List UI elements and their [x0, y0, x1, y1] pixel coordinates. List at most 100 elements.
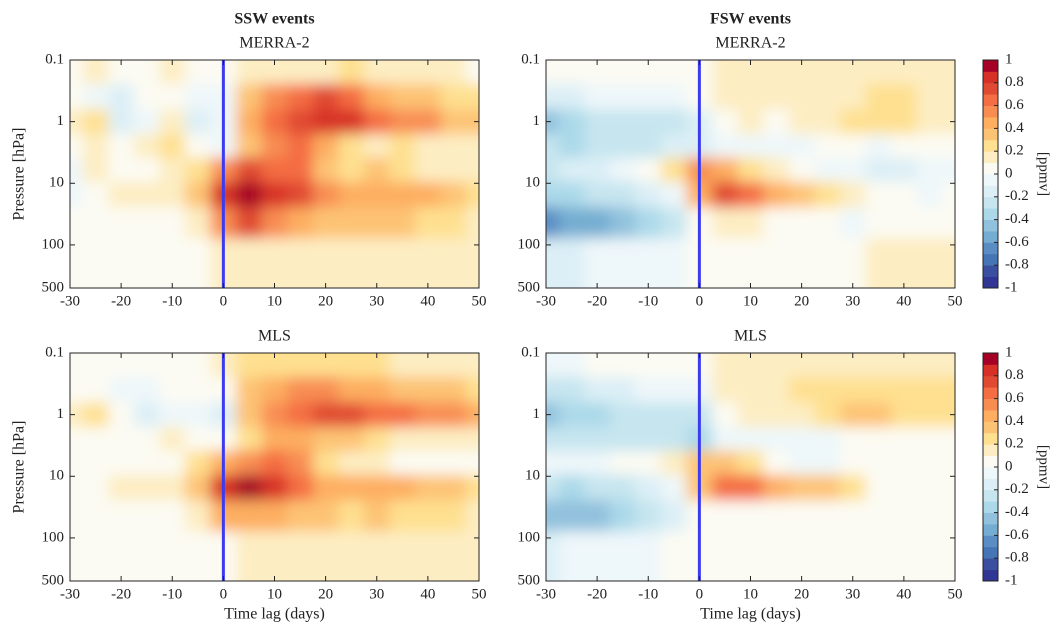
- heat-cell: [609, 450, 636, 476]
- heat-cell: [70, 238, 84, 288]
- heatmap: [546, 60, 955, 288]
- heat-cell: [661, 402, 688, 428]
- heat-cell: [814, 353, 841, 378]
- heat-cell: [236, 426, 263, 452]
- heat-cell: [584, 238, 611, 288]
- heat-cell: [839, 531, 867, 581]
- heat-cell: [82, 376, 109, 403]
- heat-cell: [261, 426, 288, 452]
- heat-cell: [839, 450, 867, 476]
- heat-cell: [891, 109, 918, 135]
- x-tick-label: 50: [948, 293, 963, 309]
- heat-cell: [865, 474, 892, 501]
- heat-cell: [546, 376, 560, 403]
- heat-cell: [236, 531, 263, 581]
- heat-cell: [916, 376, 943, 403]
- heat-cell: [70, 531, 84, 581]
- heat-cell: [814, 83, 841, 110]
- heat-cell: [389, 402, 416, 428]
- heat-cell: [389, 531, 416, 581]
- heat-cell: [133, 500, 160, 532]
- heat-cell: [338, 353, 365, 378]
- heat-cell: [891, 133, 918, 159]
- heat-cell: [415, 402, 442, 428]
- heat-cell: [363, 426, 391, 452]
- colorbar-tick-label: -0.2: [1005, 188, 1029, 204]
- x-tick-label: 20: [318, 586, 333, 602]
- heat-cell: [584, 207, 611, 239]
- heat-cell: [609, 474, 636, 501]
- heat-cell: [558, 426, 585, 452]
- heat-cell: [159, 474, 186, 501]
- heat-cell: [466, 207, 479, 239]
- heat-cell: [814, 181, 841, 208]
- heat-cell: [839, 157, 867, 183]
- heat-cell: [338, 402, 365, 428]
- colorbar-swatch: [983, 512, 998, 525]
- x-tick-label: -20: [587, 586, 607, 602]
- heat-cell: [236, 238, 263, 288]
- heat-cell: [133, 376, 160, 403]
- colorbar-swatch: [983, 455, 998, 468]
- heat-cell: [584, 450, 611, 476]
- heat-cell: [839, 109, 867, 135]
- colorbar-swatch: [983, 253, 998, 266]
- heat-cell: [763, 238, 790, 288]
- heat-cell: [737, 83, 764, 110]
- heat-cell: [261, 83, 288, 110]
- heat-cell: [312, 500, 339, 532]
- heat-cell: [159, 376, 186, 403]
- heat-cell: [737, 500, 764, 532]
- heat-cell: [609, 60, 636, 85]
- heat-cell: [312, 402, 339, 428]
- heat-cell: [609, 500, 636, 532]
- y-axis-label: Pressure [hPa]: [11, 128, 28, 221]
- heat-cell: [287, 83, 314, 110]
- heat-cell: [916, 450, 943, 476]
- heat-cell: [891, 426, 918, 452]
- heat-cell: [312, 181, 339, 208]
- plot-area: [546, 353, 955, 581]
- heat-cell: [185, 474, 212, 501]
- heat-cell: [108, 426, 135, 452]
- heat-cell: [788, 474, 815, 501]
- colorbar-swatch: [983, 489, 998, 502]
- heat-cell: [891, 238, 918, 288]
- x-tick-label: 40: [896, 293, 911, 309]
- heat-cell: [609, 83, 636, 110]
- heat-cell: [788, 83, 815, 110]
- heat-cell: [865, 531, 892, 581]
- heat-cell: [70, 60, 84, 85]
- x-tick-label: -10: [638, 293, 658, 309]
- heat-cell: [312, 133, 339, 159]
- x-tick-label: 10: [267, 293, 282, 309]
- y-tick-label: 500: [42, 279, 65, 295]
- heat-cell: [916, 207, 943, 239]
- heat-cell: [942, 207, 955, 239]
- heat-cell: [466, 133, 479, 159]
- x-tick-label: 40: [420, 293, 435, 309]
- heat-cell: [546, 83, 560, 110]
- heat-cell: [942, 109, 955, 135]
- y-axis-label: Pressure [hPa]: [11, 421, 28, 514]
- heat-cell: [942, 60, 955, 85]
- heat-cell: [584, 474, 611, 501]
- heat-cell: [236, 207, 263, 239]
- colorbar-tick-label: -0.8: [1005, 550, 1029, 566]
- heat-cell: [159, 83, 186, 110]
- heat-cell: [70, 500, 84, 532]
- heat-cell: [287, 450, 314, 476]
- heat-cell: [891, 83, 918, 110]
- heat-cell: [546, 531, 560, 581]
- heat-cell: [865, 353, 892, 378]
- colorbar-swatch: [983, 71, 998, 84]
- heat-cell: [661, 376, 688, 403]
- heat-cell: [159, 109, 186, 135]
- x-tick-label: 30: [369, 293, 384, 309]
- heat-cell: [363, 376, 391, 403]
- heat-cell: [942, 353, 955, 378]
- x-tick-label: -30: [60, 586, 80, 602]
- heat-cell: [159, 157, 186, 183]
- heat-cell: [788, 238, 815, 288]
- heat-cell: [82, 109, 109, 135]
